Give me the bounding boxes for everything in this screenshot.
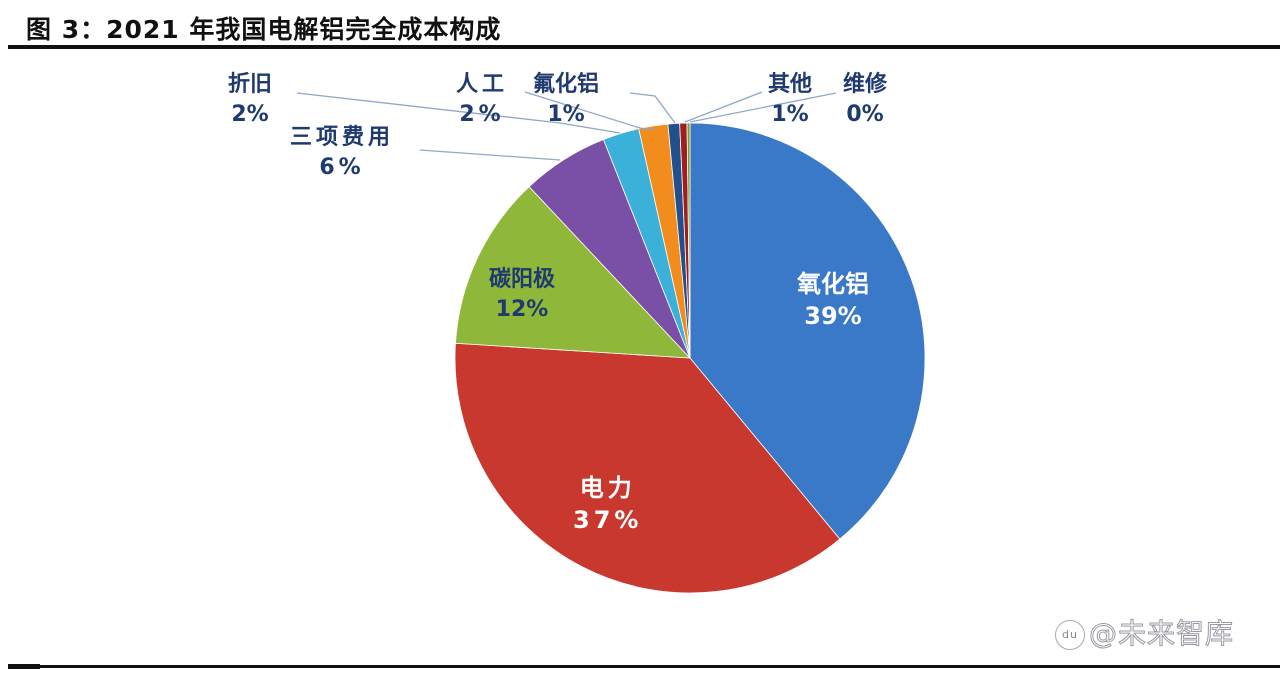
label-maintenance: 维修 0% [843,72,888,127]
label-fluoride: 氟化铝 1% [533,72,600,127]
label-anode: 碳阳极 12% [489,267,556,322]
figure-title: 图 3：2021 年我国电解铝完全成本构成 [26,15,502,44]
pie-slices [454,122,926,594]
label-labor: 人工 2% [456,72,509,127]
leader-line-maintenance [689,92,837,123]
label-other: 其他 1% [768,72,813,127]
watermark: du @未来智库 [1055,612,1234,652]
leader-line-fluoride [629,92,676,124]
watermark-text: @未来智库 [1088,617,1235,651]
pie-slice [686,122,691,359]
leader-line-expenses [419,149,561,161]
bottom-divider [8,665,1280,668]
label-expenses: 三项费用 6% [290,125,395,180]
pie-slice [689,122,926,540]
leader-line-labor [524,91,656,131]
leader-line-depreciation [296,92,621,134]
pie-slice [454,342,841,594]
label-alumina: 氧化铝 39% [797,270,869,331]
label-depreciation: 折旧 2% [228,72,273,127]
bottom-divider-accent [8,664,40,669]
leader-lines [296,91,837,161]
label-power: 电力 37% [573,474,643,535]
leader-line-other [684,91,763,123]
pie-slice [455,186,691,359]
paw-logo-icon: du [1055,620,1085,650]
top-divider [8,45,1280,49]
